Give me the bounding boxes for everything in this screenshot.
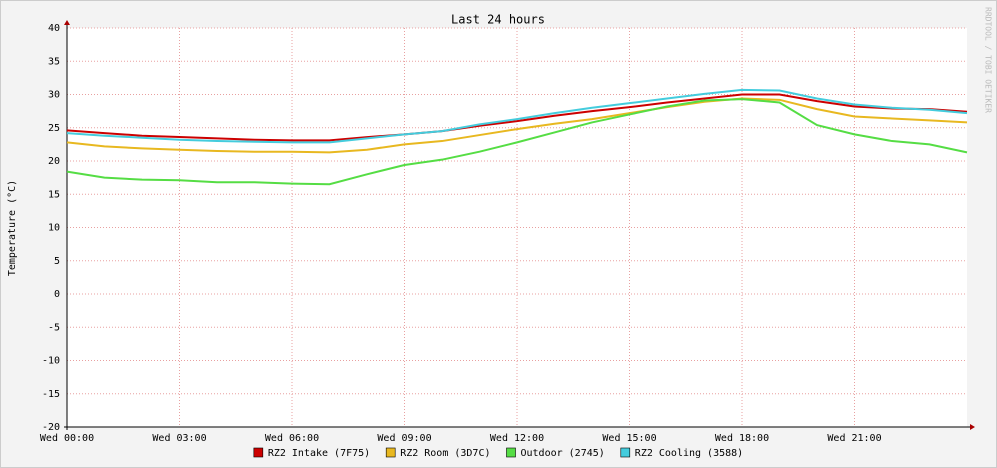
legend-label: RZ2 Cooling (3588) bbox=[635, 448, 743, 459]
y-tick-label: 20 bbox=[48, 156, 60, 167]
y-tick-label: 5 bbox=[54, 256, 60, 267]
series-line bbox=[66, 98, 968, 186]
x-tick-label: Wed 15:00 bbox=[602, 433, 656, 444]
y-tick-label: 15 bbox=[48, 189, 60, 200]
watermark: RRDTOOL / TOBI OETIKER bbox=[984, 7, 993, 113]
x-tick-label: Wed 03:00 bbox=[152, 433, 206, 444]
y-tick-label: -5 bbox=[48, 322, 60, 333]
y-tick-label: 40 bbox=[48, 23, 60, 34]
x-tick-label: Wed 00:00 bbox=[40, 433, 94, 444]
legend-swatch bbox=[385, 447, 396, 458]
legend-swatch bbox=[253, 447, 264, 458]
y-axis-label: Temperature (°C) bbox=[7, 180, 18, 276]
axis-arrow bbox=[64, 20, 70, 25]
x-tick-label: Wed 21:00 bbox=[827, 433, 881, 444]
y-tick-label: 0 bbox=[54, 289, 60, 300]
chart-title: Last 24 hours bbox=[451, 13, 545, 27]
y-tick-label: -10 bbox=[42, 356, 60, 367]
legend-label: RZ2 Room (3D7C) bbox=[400, 448, 490, 459]
legend-swatch bbox=[620, 447, 631, 458]
x-tick-label: Wed 12:00 bbox=[490, 433, 544, 444]
axis-arrow bbox=[970, 424, 975, 430]
series-line bbox=[66, 97, 968, 154]
series-line bbox=[66, 88, 968, 144]
series-line bbox=[66, 93, 968, 142]
y-tick-label: 25 bbox=[48, 123, 60, 134]
y-tick-label: 30 bbox=[48, 90, 60, 101]
legend-swatch bbox=[506, 447, 516, 458]
x-tick-label: Wed 09:00 bbox=[377, 433, 431, 444]
legend-label: RZ2 Intake (7F75) bbox=[268, 448, 370, 459]
y-tick-label: -20 bbox=[42, 422, 60, 433]
legend-label: Outdoor (2745) bbox=[521, 448, 605, 459]
x-tick-label: Wed 18:00 bbox=[715, 433, 769, 444]
x-tick-label: Wed 06:00 bbox=[265, 433, 319, 444]
y-tick-label: 10 bbox=[48, 223, 60, 234]
y-tick-label: -15 bbox=[42, 389, 60, 400]
y-tick-label: 35 bbox=[48, 56, 60, 67]
